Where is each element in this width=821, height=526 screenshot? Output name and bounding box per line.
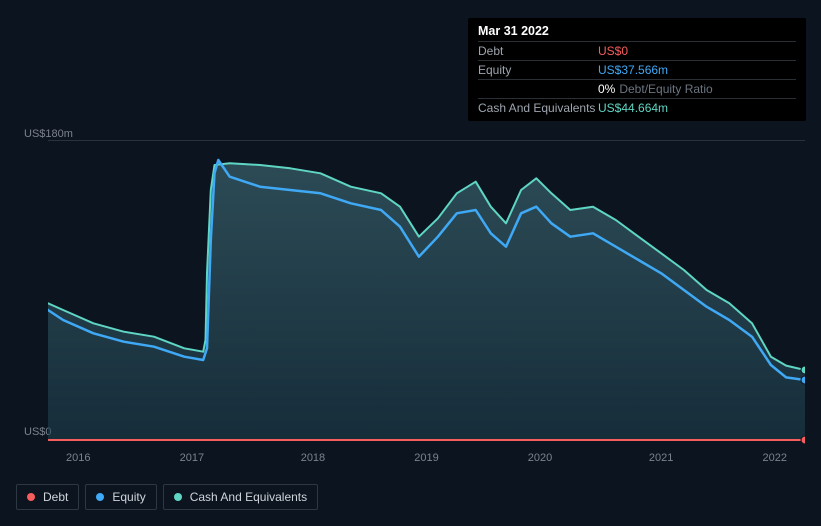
- chart-tooltip: Mar 31 2022 DebtUS$0EquityUS$37.566m0%De…: [468, 18, 806, 121]
- legend-item[interactable]: Cash And Equivalents: [163, 484, 318, 510]
- x-axis-tick: 2016: [66, 452, 90, 464]
- tooltip-row-value: 0%Debt/Equity Ratio: [598, 82, 713, 96]
- legend-item[interactable]: Equity: [85, 484, 156, 510]
- tooltip-row-value: US$37.566m: [598, 63, 668, 77]
- chart-plot: [48, 140, 805, 444]
- x-axis-tick: 2017: [180, 452, 204, 464]
- legend-dot-icon: [96, 493, 104, 501]
- legend-label: Equity: [112, 490, 145, 504]
- legend: Debt Equity Cash And Equivalents: [16, 484, 318, 510]
- tooltip-row-label: Debt: [478, 44, 598, 58]
- legend-label: Cash And Equivalents: [190, 490, 307, 504]
- tooltip-row: DebtUS$0: [478, 41, 796, 60]
- legend-dot-icon: [27, 493, 35, 501]
- tooltip-row: 0%Debt/Equity Ratio: [478, 79, 796, 98]
- x-axis-tick: 2018: [301, 452, 325, 464]
- tooltip-row-label: [478, 82, 598, 96]
- tooltip-row-label: Equity: [478, 63, 598, 77]
- tooltip-rows: DebtUS$0EquityUS$37.566m0%Debt/Equity Ra…: [478, 41, 796, 117]
- legend-dot-icon: [174, 493, 182, 501]
- x-axis-tick: 2019: [414, 452, 438, 464]
- x-axis-tick: 2022: [762, 452, 786, 464]
- tooltip-title: Mar 31 2022: [478, 24, 796, 41]
- legend-item[interactable]: Debt: [16, 484, 79, 510]
- x-axis-tick: 2020: [528, 452, 552, 464]
- legend-label: Debt: [43, 490, 68, 504]
- tooltip-row-value: US$44.664m: [598, 101, 668, 115]
- tooltip-row-value: US$0: [598, 44, 628, 58]
- tooltip-row-note: Debt/Equity Ratio: [619, 82, 712, 96]
- y-axis-top-label: US$180m: [24, 128, 73, 140]
- tooltip-row: EquityUS$37.566m: [478, 60, 796, 79]
- x-axis-tick: 2021: [649, 452, 673, 464]
- tooltip-row: Cash And EquivalentsUS$44.664m: [478, 98, 796, 117]
- tooltip-row-label: Cash And Equivalents: [478, 101, 598, 115]
